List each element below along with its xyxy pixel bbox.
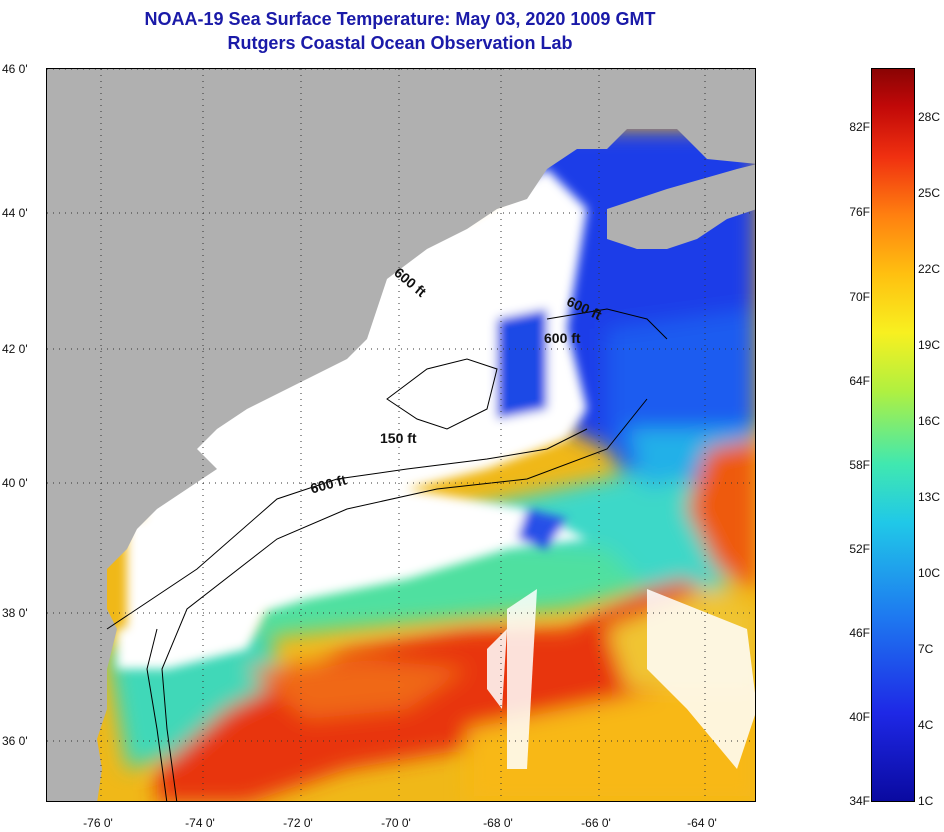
- latitude-label: 40 0': [2, 476, 28, 490]
- map-subtitle: Rutgers Coastal Ocean Observation Lab: [227, 33, 573, 53]
- longitude-label: -70 0': [381, 816, 411, 830]
- graticule: [47, 69, 755, 801]
- colorbar-c-label: 1C: [918, 794, 934, 808]
- contour-label: 150 ft: [380, 430, 417, 446]
- colorbar-f-label: 64F: [849, 374, 870, 388]
- latitude-label: 36 0': [2, 734, 28, 748]
- colorbar-f-label: 52F: [849, 542, 870, 556]
- colorbar-c-label: 4C: [918, 718, 934, 732]
- colorbar-f-label: 40F: [849, 710, 870, 724]
- latitude-label: 44 0': [2, 206, 28, 220]
- colorbar-f-label: 70F: [849, 290, 870, 304]
- colorbar-f-label: 82F: [849, 120, 870, 134]
- colorbar-c-label: 16C: [918, 414, 941, 428]
- colorbar-f-label: 34F: [849, 794, 870, 808]
- longitude-label: -74 0': [185, 816, 215, 830]
- colorbar-f-label: 58F: [849, 458, 870, 472]
- land-mass: [47, 69, 755, 801]
- colorbar-f-label: 76F: [849, 205, 870, 219]
- temperature-colorbar: [871, 68, 915, 802]
- bathymetry-contours: [106, 308, 668, 801]
- longitude-label: -66 0': [581, 816, 611, 830]
- longitude-label: -68 0': [483, 816, 513, 830]
- latitude-label: 46 0': [2, 62, 28, 76]
- latitude-label: 42 0': [2, 342, 28, 356]
- colorbar-c-label: 19C: [918, 338, 941, 352]
- sst-map: [46, 68, 756, 802]
- colorbar-c-label: 25C: [918, 186, 941, 200]
- latitude-label: 38 0': [2, 606, 28, 620]
- colorbar-c-label: 22C: [918, 262, 941, 276]
- longitude-label: -64 0': [687, 816, 717, 830]
- colorbar-c-label: 10C: [918, 566, 941, 580]
- cloud-speckles: [487, 589, 755, 769]
- map-title: NOAA-19 Sea Surface Temperature: May 03,…: [144, 9, 656, 29]
- contour-label: 600 ft: [544, 330, 581, 346]
- longitude-label: -72 0': [283, 816, 313, 830]
- colorbar-c-label: 7C: [918, 642, 934, 656]
- colorbar-c-label: 13C: [918, 490, 941, 504]
- colorbar-f-label: 46F: [849, 626, 870, 640]
- nova-scotia: [607, 164, 755, 249]
- sst-map-canvas: [47, 69, 755, 801]
- longitude-label: -76 0': [83, 816, 113, 830]
- colorbar-c-label: 28C: [918, 110, 941, 124]
